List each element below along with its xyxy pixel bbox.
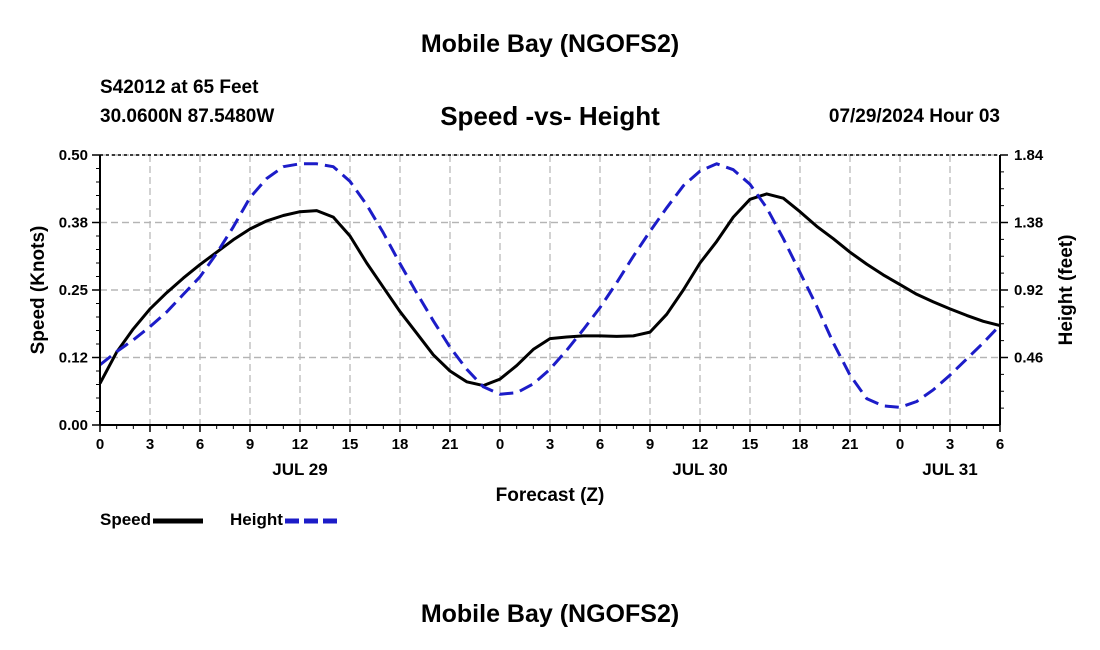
x-tick-label: 0	[896, 436, 904, 453]
x-tick-label: 0	[96, 436, 104, 453]
label-layer: 0 3 6 9 12 15 18 21 0 3 6 9 12 15 18 21 0 3 6 0.00 0.12 0.25 0…	[28, 147, 1077, 506]
y2-tick-label: 1.84	[1014, 147, 1044, 164]
page-title: Mobile Bay (NGOFS2)	[420, 30, 680, 58]
y-tick-label: 0.12	[59, 350, 88, 367]
y-tick-label: 0.50	[59, 147, 88, 164]
legend-speed-swatch	[153, 518, 204, 524]
x-tick-label: 3	[946, 436, 954, 453]
x-tick-label: 21	[842, 436, 859, 453]
date-label: JUL 29	[272, 460, 327, 479]
station-label: S42012 at 65 Feet	[100, 77, 259, 98]
y-tick-label: 0.25	[59, 282, 88, 299]
x-axis-title: Forecast (Z)	[496, 485, 605, 506]
x-tick-label: 6	[196, 436, 204, 453]
y-axis-title: Speed (Knots)	[28, 226, 49, 355]
x-tick-label: 0	[496, 436, 504, 453]
x-tick-label: 6	[596, 436, 604, 453]
legend-height: Height	[230, 510, 339, 530]
legend-speed-label: Speed	[100, 510, 152, 529]
date-label: JUL 30	[672, 460, 727, 479]
y2-axis-title: Height (feet)	[1056, 235, 1077, 346]
x-tick-label: 3	[546, 436, 554, 453]
legend-height-label: Height	[230, 510, 283, 529]
y-tick-label: 0.38	[59, 215, 88, 232]
x-tick-label: 9	[646, 436, 654, 453]
axis-layer	[92, 154, 1008, 432]
x-tick-label: 6	[996, 436, 1004, 453]
legend-height-swatch	[284, 518, 337, 524]
series-line-speed	[98, 192, 1001, 388]
date-label: JUL 31	[922, 460, 977, 479]
y2-tick-label: 0.92	[1014, 282, 1043, 299]
x-tick-label: 15	[342, 436, 359, 453]
x-tick-label: 21	[442, 436, 459, 453]
footer-title: Mobile Bay (NGOFS2)	[420, 600, 680, 628]
x-tick-label: 9	[246, 436, 254, 453]
x-tick-label: 3	[146, 436, 154, 453]
y2-tick-label: 0.46	[1014, 350, 1043, 367]
x-tick-label: 15	[742, 436, 759, 453]
legend-speed: Speed	[100, 510, 205, 530]
x-tick-label: 18	[392, 436, 409, 453]
series-layer	[98, 162, 1002, 409]
forecast-datetime: 07/29/2024 Hour 03	[828, 106, 1000, 127]
grid-layer	[100, 154, 1000, 425]
coordinates-label: 30.0600N 87.5480W	[100, 106, 275, 127]
chart-subtitle: Speed -vs- Height	[440, 101, 660, 131]
x-tick-label: 12	[292, 436, 309, 453]
y2-tick-label: 1.38	[1014, 215, 1043, 232]
y-tick-label: 0.00	[59, 417, 88, 434]
x-tick-label: 12	[692, 436, 709, 453]
x-tick-label: 18	[792, 436, 809, 453]
